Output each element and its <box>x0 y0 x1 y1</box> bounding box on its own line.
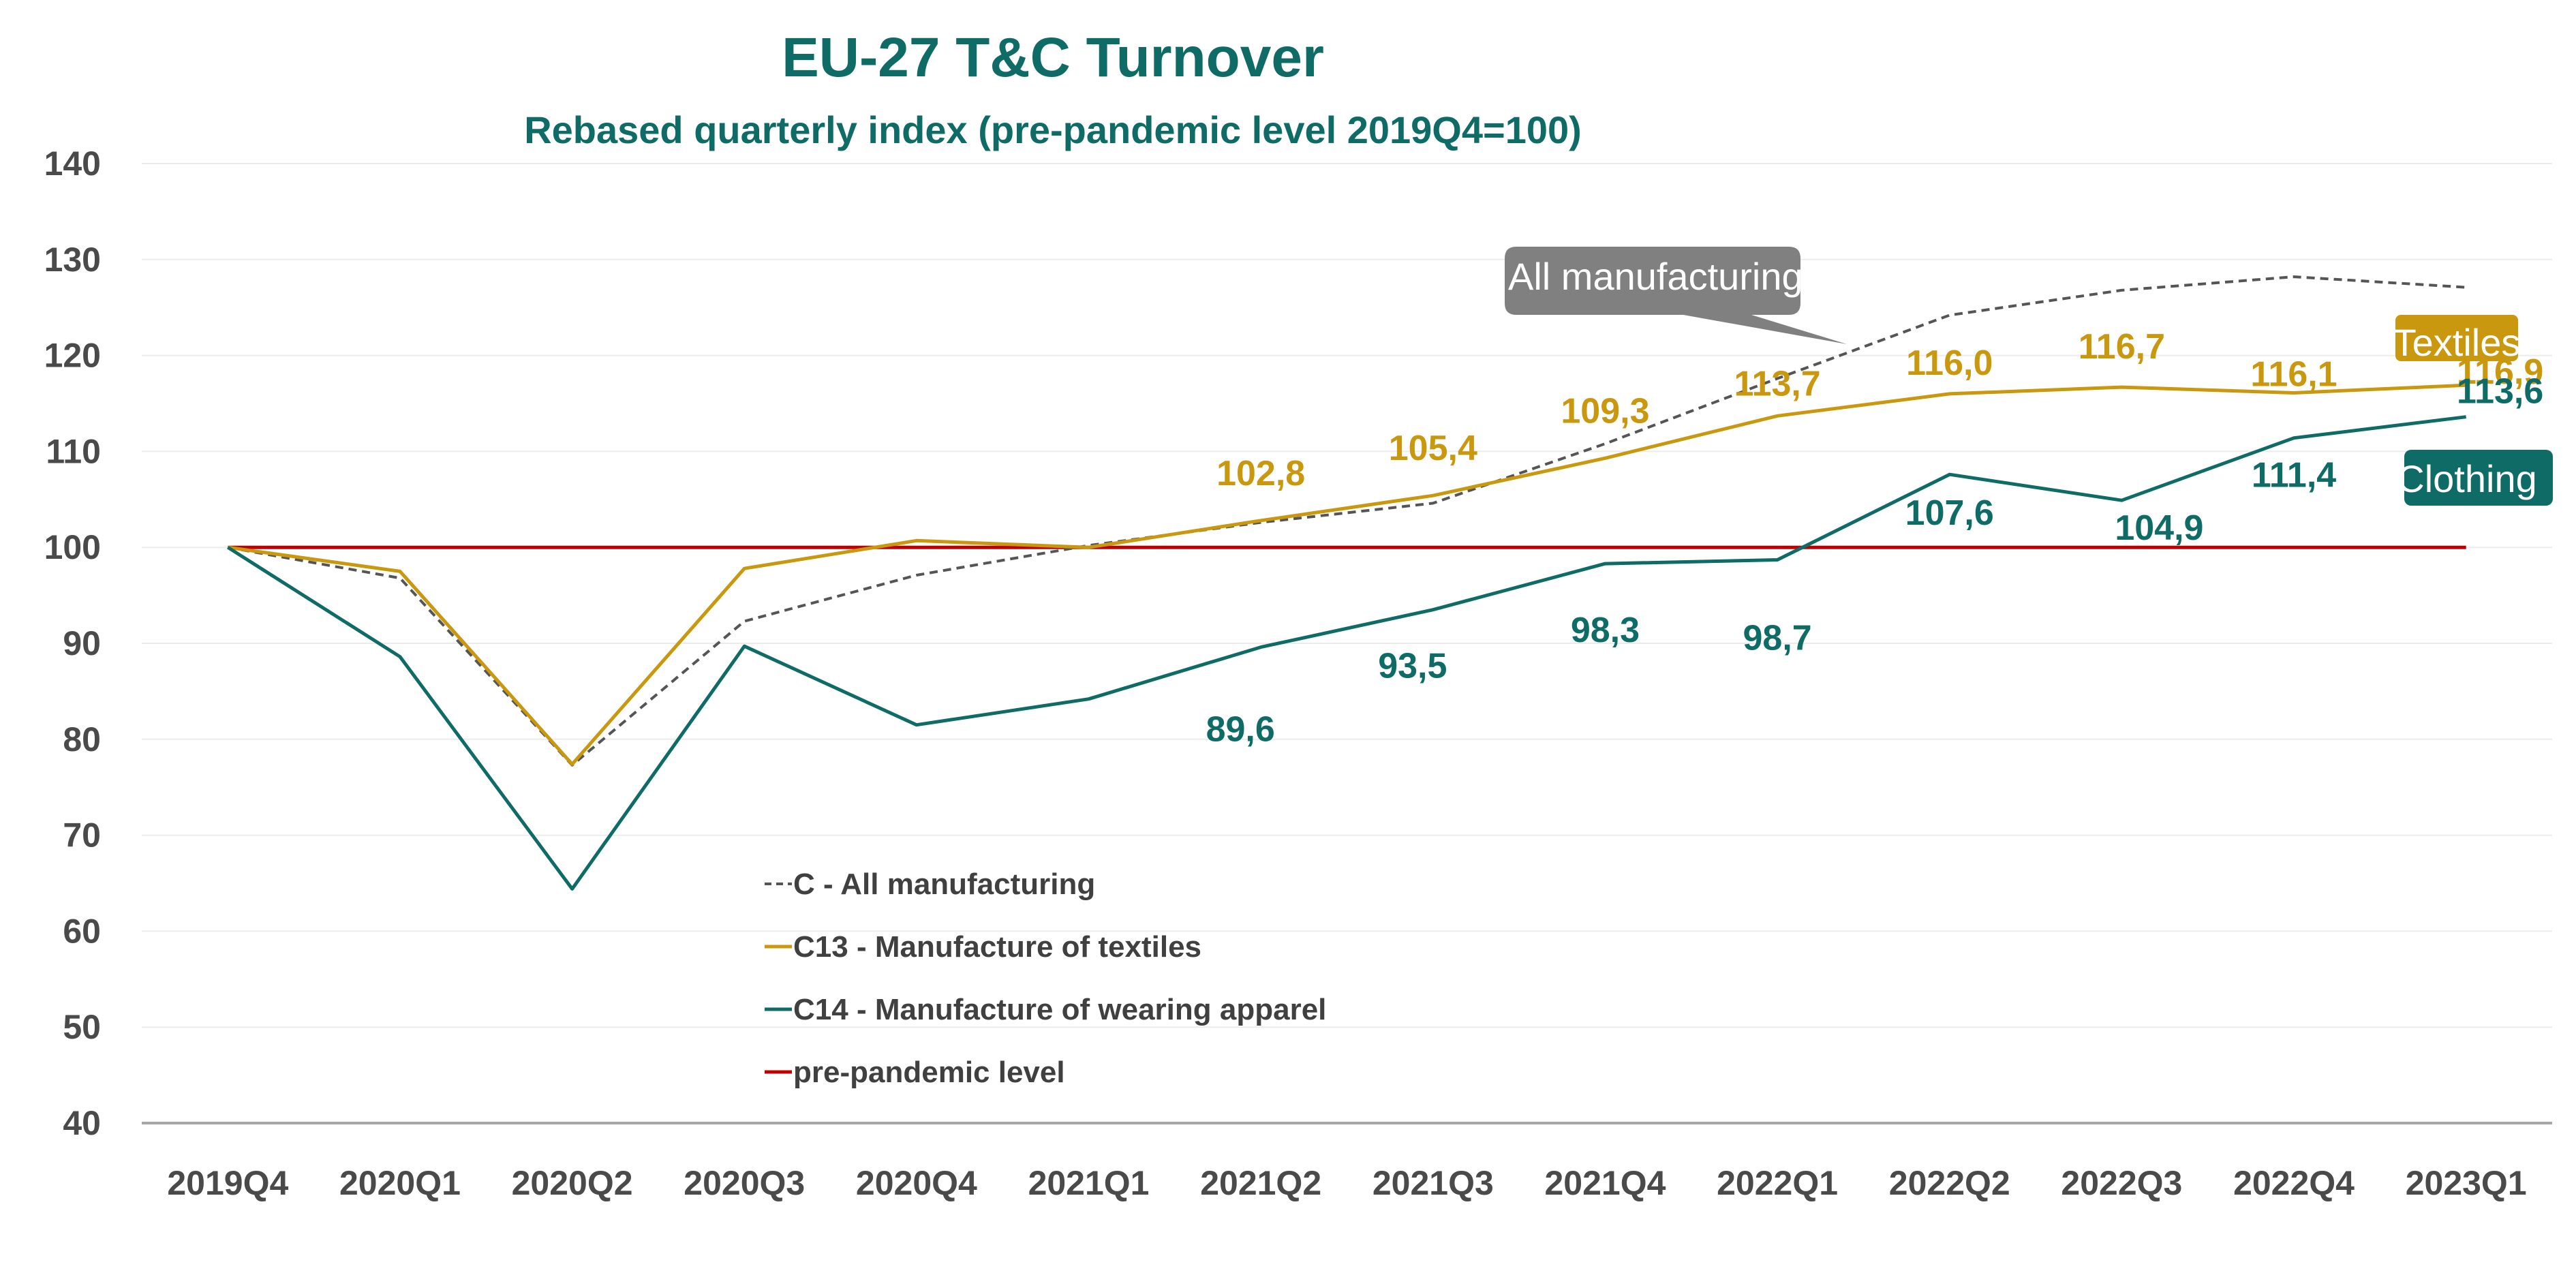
data-label-tex: 109,3 <box>1561 391 1649 431</box>
y-tick-label: 60 <box>63 912 101 950</box>
data-label-tex: 116,7 <box>2079 327 2165 367</box>
chart-subtitle: Rebased quarterly index (pre-pandemic le… <box>524 108 1582 151</box>
x-tick-label: 2019Q4 <box>167 1164 288 1202</box>
x-axis-ticks: 2019Q4 2020Q1 2020Q2 2020Q3 2020Q4 2021Q1 2021… <box>167 1164 2526 1202</box>
data-label-tex: 116,1 <box>2250 355 2337 395</box>
y-tick-label: 40 <box>63 1104 101 1142</box>
callout-clothing: Clothing <box>2397 450 2553 506</box>
legend-item-wearing-apparel: C14 - Manufacture of wearing apparel <box>765 993 1326 1026</box>
series-lines <box>226 275 2467 891</box>
callout-all-manufacturing-box <box>1505 247 1847 344</box>
chart-title: EU-27 T&C Turnover <box>782 27 1324 89</box>
data-label-app: 98,7 <box>1743 619 1811 658</box>
y-tick-label: 50 <box>63 1008 101 1046</box>
callout-all-manufacturing: All manufacturing <box>1505 247 1847 344</box>
legend-label-all-manufacturing: C - All manufacturing <box>793 868 1095 901</box>
series-line-tex <box>227 383 2466 766</box>
data-label-app: 98,3 <box>1571 611 1640 650</box>
data-label-tex: 102,8 <box>1216 454 1305 493</box>
callout-textiles-text: Textiles <box>2393 321 2521 364</box>
data-label-app: 93,5 <box>1378 647 1447 686</box>
data-label-app: 89,6 <box>1206 710 1275 750</box>
legend-label-pre-pandemic: pre-pandemic level <box>793 1056 1065 1089</box>
y-tick-label: 100 <box>44 528 101 566</box>
data-label-app: 111,4 <box>2252 456 2336 495</box>
legend-label-textiles: C13 - Manufacture of textiles <box>793 930 1201 964</box>
x-tick-label: 2021Q4 <box>1544 1164 1666 1202</box>
y-tick-label: 130 <box>44 241 101 279</box>
data-label-tex: 113,7 <box>1734 364 1820 403</box>
x-tick-label: 2022Q2 <box>1889 1164 2010 1202</box>
data-label-app: 113,6 <box>2457 372 2543 412</box>
legend-item-textiles: C13 - Manufacture of textiles <box>765 930 1201 964</box>
y-tick-label: 140 <box>44 144 101 183</box>
x-tick-label: 2020Q2 <box>512 1164 633 1202</box>
legend-item-pre-pandemic: pre-pandemic level <box>765 1056 1065 1089</box>
y-tick-label: 80 <box>63 720 101 758</box>
callout-textiles-box <box>2395 315 2518 361</box>
x-tick-label: 2020Q1 <box>339 1164 461 1202</box>
legend-item-all-manufacturing: C - All manufacturing <box>765 868 1095 901</box>
x-tick-label: 2022Q3 <box>2061 1164 2182 1202</box>
x-tick-label: 2020Q3 <box>684 1164 805 1202</box>
data-label-app: 107,6 <box>1905 493 1994 533</box>
x-tick-label: 2021Q2 <box>1200 1164 1321 1202</box>
x-tick-label: 2022Q4 <box>2233 1164 2355 1202</box>
x-tick-label: 2020Q4 <box>856 1164 977 1202</box>
x-tick-label: 2022Q1 <box>1717 1164 1838 1202</box>
gridlines <box>142 163 2552 1028</box>
series-line-all <box>227 275 2466 767</box>
x-tick-label: 2023Q1 <box>2406 1164 2527 1202</box>
callout-clothing-box <box>2404 450 2553 506</box>
y-tick-label: 120 <box>44 337 101 375</box>
x-tick-label: 2021Q1 <box>1028 1164 1150 1202</box>
legend-label-wearing-apparel: C14 - Manufacture of wearing apparel <box>793 993 1326 1026</box>
callout-clothing-text: Clothing <box>2397 457 2536 500</box>
data-label-app: 104,9 <box>2115 508 2203 548</box>
y-tick-label: 70 <box>63 816 101 855</box>
y-tick-label: 90 <box>63 624 101 662</box>
legend: C - All manufacturing C13 - Manufacture … <box>765 868 1326 1089</box>
x-tick-label: 2021Q3 <box>1373 1164 1494 1202</box>
callout-all-manufacturing-text: All manufacturing <box>1508 255 1803 298</box>
series-line-app <box>226 415 2467 891</box>
data-label-tex: 116,0 <box>1906 343 1993 383</box>
callout-textiles: Textiles <box>2393 315 2521 364</box>
y-axis-ticks: 40 50 60 70 80 90 100 110 120 130 140 <box>44 144 101 1142</box>
y-tick-label: 110 <box>46 432 101 470</box>
data-label-tex: 105,4 <box>1389 429 1477 468</box>
